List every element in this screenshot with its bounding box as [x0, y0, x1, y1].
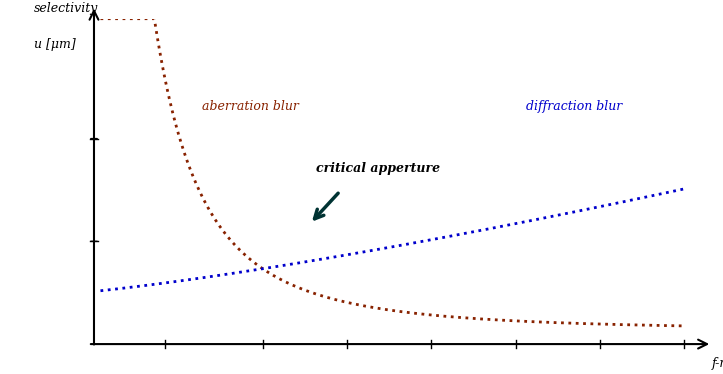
Text: diffraction blur: diffraction blur — [526, 100, 623, 113]
Text: f-number: f-number — [712, 357, 723, 370]
Text: aberration blur: aberration blur — [202, 100, 299, 113]
Text: selectivity: selectivity — [34, 3, 98, 15]
Text: u [μm]: u [μm] — [34, 38, 76, 51]
Text: critical apperture: critical apperture — [316, 162, 440, 175]
